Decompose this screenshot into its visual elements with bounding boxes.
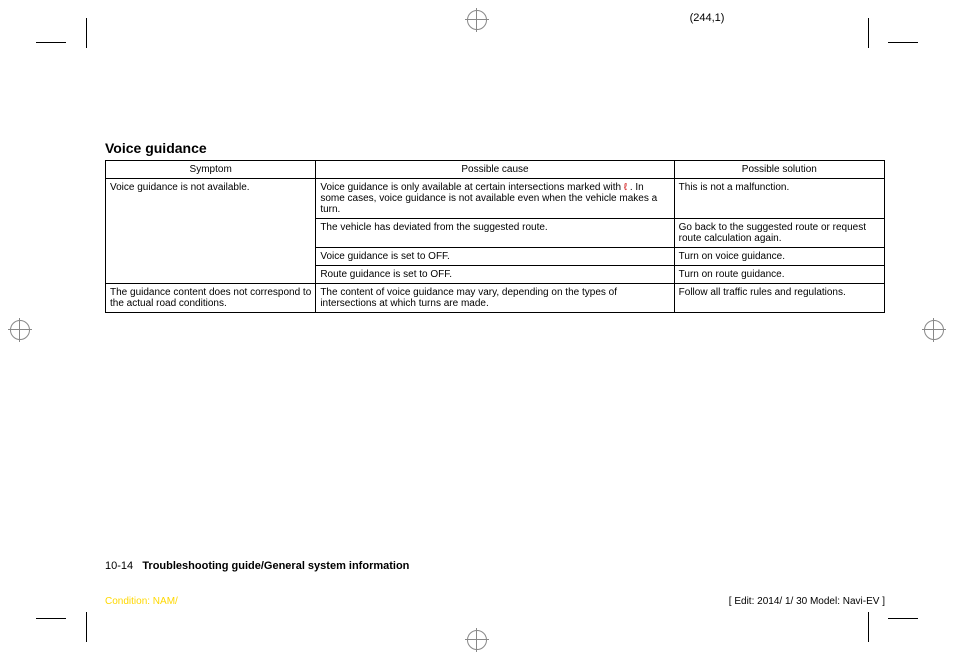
edit-info: [ Edit: 2014/ 1/ 30 Model: Navi-EV ]: [729, 596, 885, 607]
section-heading: Voice guidance: [105, 140, 885, 156]
crop-mark: [86, 612, 87, 642]
symptom-cell: Voice guidance is not available.: [106, 179, 316, 284]
cause-cell: Voice guidance is set to OFF.: [316, 248, 674, 266]
solution-cell: Turn on voice guidance.: [674, 248, 884, 266]
table-header-row: Symptom Possible cause Possible solution: [106, 161, 885, 179]
troubleshooting-table: Symptom Possible cause Possible solution…: [105, 160, 885, 313]
cause-text: Voice guidance is only available at cert…: [320, 182, 624, 193]
symptom-cell: The guidance content does not correspond…: [106, 284, 316, 313]
registration-mark: [922, 318, 946, 342]
col-header: Possible cause: [316, 161, 674, 179]
page-coordinate: (244,1): [230, 12, 954, 24]
crop-mark: [868, 612, 869, 642]
cause-cell: Route guidance is set to OFF.: [316, 266, 674, 284]
solution-cell: Turn on route guidance.: [674, 266, 884, 284]
cause-cell: The content of voice guidance may vary, …: [316, 284, 674, 313]
crop-mark: [36, 42, 66, 43]
crop-mark: [36, 618, 66, 619]
col-header: Possible solution: [674, 161, 884, 179]
page-number: 10-14: [105, 560, 133, 572]
cause-cell: Voice guidance is only available at cert…: [316, 179, 674, 219]
crop-mark: [888, 42, 918, 43]
crop-mark: [86, 18, 87, 48]
crop-mark: [888, 618, 918, 619]
registration-mark: [8, 318, 32, 342]
solution-cell: This is not a malfunction.: [674, 179, 884, 219]
solution-cell: Follow all traffic rules and regulations…: [674, 284, 884, 313]
table-row: The guidance content does not correspond…: [106, 284, 885, 313]
solution-cell: Go back to the suggested route or reques…: [674, 219, 884, 248]
table-row: Voice guidance is not available. Voice g…: [106, 179, 885, 219]
cause-cell: The vehicle has deviated from the sugges…: [316, 219, 674, 248]
page-footer: 10-14 Troubleshooting guide/General syst…: [105, 560, 885, 607]
col-header: Symptom: [106, 161, 316, 179]
registration-mark: [465, 628, 489, 652]
footer-section-title: Troubleshooting guide/General system inf…: [142, 560, 409, 572]
footer-page-line: 10-14 Troubleshooting guide/General syst…: [105, 560, 885, 572]
page-content: Voice guidance Symptom Possible cause Po…: [105, 140, 885, 313]
